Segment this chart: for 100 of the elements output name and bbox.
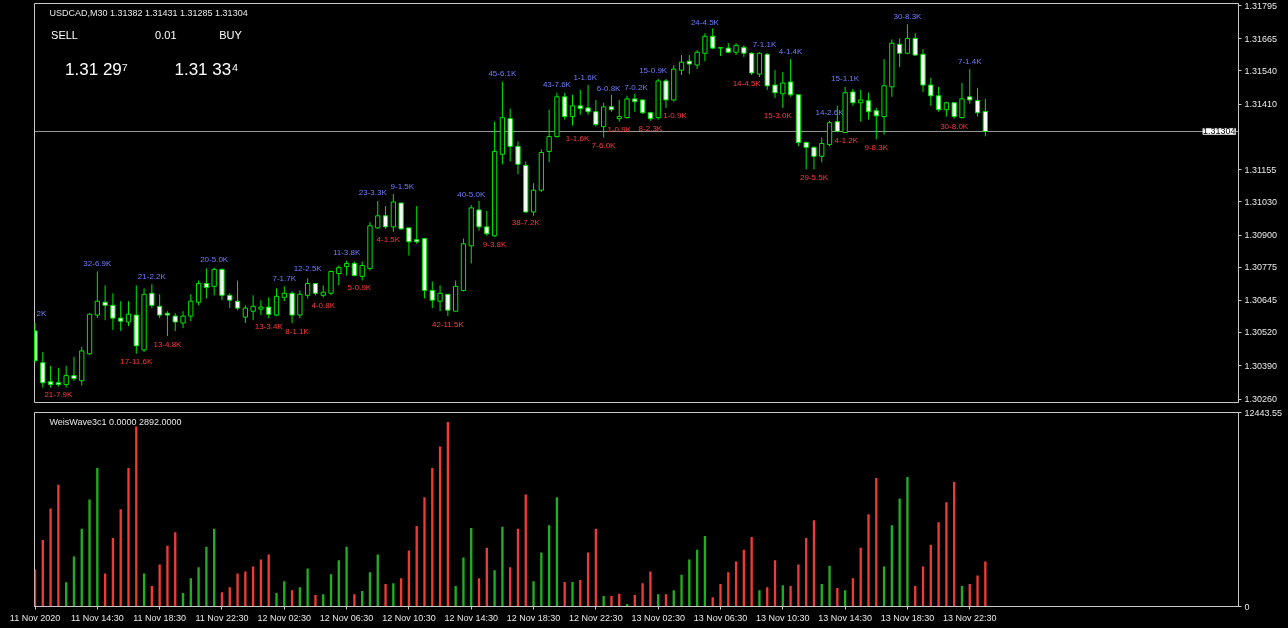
bar — [454, 586, 457, 607]
x-tick-label: 13 Nov 22:30 — [942, 612, 997, 623]
y-tick-label: 1.30900 — [1244, 230, 1278, 241]
bar — [758, 590, 761, 607]
candlestick — [546, 109, 552, 163]
annotation: 7-0.2K — [624, 83, 649, 93]
x-tick-label: 12 Nov 02:30 — [257, 612, 312, 623]
candlestick — [359, 260, 365, 281]
candlestick — [897, 37, 903, 68]
bar — [384, 584, 387, 607]
x-tick-label: 12 Nov 06:30 — [319, 612, 374, 623]
annotation: 38-7.2K — [511, 218, 541, 227]
candlestick — [593, 99, 599, 128]
y-tick-label: 1.31540 — [1244, 65, 1278, 76]
candlestick — [125, 300, 132, 327]
candlestick — [406, 227, 412, 257]
bar — [641, 583, 644, 607]
x-tick-label: 13 Nov 06:30 — [693, 612, 748, 623]
x-tick-label: 11 Nov 18:30 — [133, 612, 187, 623]
annotation: 30-8.0K — [940, 122, 969, 132]
annotation: 2K — [36, 309, 47, 318]
annotation: 15-3.0K — [763, 111, 793, 121]
x-tick-label: 11 Nov 14:30 — [70, 612, 124, 623]
y-tick-label: 1.30390 — [1244, 360, 1278, 371]
candlestick — [71, 356, 77, 382]
annotation: 6-0.8K — [596, 84, 622, 94]
x-tick-label: 12 Nov 14:30 — [444, 612, 499, 623]
bar — [750, 537, 753, 607]
candlestick — [974, 87, 981, 118]
annotation: 9-1.5K — [390, 181, 415, 191]
x-tick-label: 13 Nov 14:30 — [818, 612, 872, 623]
bar — [501, 526, 504, 607]
bar — [836, 588, 839, 607]
candlestick — [865, 92, 872, 121]
candlestick — [873, 107, 879, 140]
candlestick — [484, 210, 490, 237]
candlestick — [195, 279, 202, 306]
candlestick — [55, 367, 62, 388]
bar — [649, 571, 652, 607]
annotation: 4-1.2K — [834, 135, 859, 145]
bar — [906, 476, 909, 607]
annotation: 29-5.5K — [799, 172, 829, 182]
bar — [984, 561, 987, 607]
candlestick — [694, 49, 700, 70]
annotation: 21-7.9K — [44, 390, 74, 400]
candlestick — [772, 69, 778, 99]
bar — [797, 564, 800, 607]
annotation: 4-1.4K — [778, 46, 804, 56]
candlestick — [787, 58, 794, 98]
bar — [610, 595, 613, 607]
candlestick — [577, 89, 583, 116]
candlestick — [266, 296, 272, 319]
bar — [236, 573, 239, 607]
candlestick — [663, 78, 669, 109]
y-tick-label: 1.31665 — [1244, 33, 1278, 44]
candlestick — [601, 102, 607, 139]
annotation: 1.31 29⁷ — [65, 60, 128, 79]
candlestick — [935, 86, 942, 113]
annotation: 15-1.1K — [831, 74, 860, 84]
annotation: 43-7.6K — [542, 80, 572, 90]
candlestick — [803, 140, 809, 170]
bar — [158, 564, 161, 607]
annotation: SELL — [51, 28, 78, 41]
candlestick — [94, 270, 100, 319]
candlestick — [149, 283, 155, 309]
bar — [976, 575, 979, 607]
candlestick — [164, 310, 171, 337]
y-tick-label: 1.30260 — [1244, 394, 1278, 405]
annotation: 32-6.9K — [83, 258, 113, 268]
candlestick — [515, 140, 521, 175]
annotation: 13-4.8K — [153, 339, 183, 349]
bar — [898, 498, 901, 607]
bar — [867, 514, 870, 607]
annotation: 9-8.3K — [864, 142, 889, 152]
bar — [688, 559, 691, 607]
candlestick — [530, 182, 537, 217]
annotation: 23-3.3K — [358, 188, 388, 198]
y-tick-label: 1.30645 — [1244, 295, 1278, 306]
candlestick — [157, 293, 163, 319]
candlestick — [305, 277, 311, 299]
x-tick-label: 11 Nov 2020 — [9, 612, 61, 623]
x-tick-label: 12 Nov 10:30 — [382, 612, 436, 623]
annotation: 4-1.5K — [376, 235, 401, 245]
candlestick — [47, 365, 54, 389]
candlestick — [826, 120, 833, 147]
candlestick — [110, 292, 116, 331]
bar — [127, 468, 130, 607]
bar — [828, 565, 831, 607]
candlestick — [429, 280, 435, 309]
x-tick-label: 13 Nov 10:30 — [756, 612, 810, 623]
candlestick — [702, 32, 708, 62]
annotation: 21-2.2K — [137, 271, 167, 281]
annotation: 15-0.9K — [639, 66, 668, 76]
annotation: 13-3.4K — [254, 321, 284, 331]
candlestick — [63, 365, 69, 389]
bar — [353, 594, 356, 607]
annotation: 11-3.8K — [332, 248, 361, 258]
candlestick — [982, 98, 988, 137]
annotation: 42-11.5K — [431, 319, 465, 329]
annotation: 1-1.6K — [565, 133, 590, 143]
